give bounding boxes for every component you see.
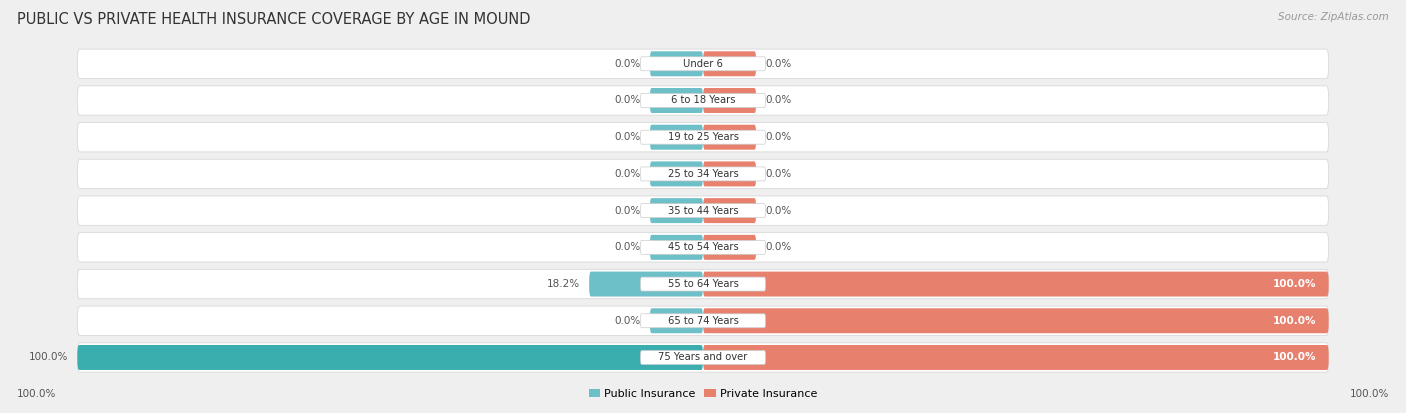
FancyBboxPatch shape (650, 51, 703, 76)
FancyBboxPatch shape (77, 345, 703, 370)
FancyBboxPatch shape (641, 240, 766, 254)
Text: PUBLIC VS PRIVATE HEALTH INSURANCE COVERAGE BY AGE IN MOUND: PUBLIC VS PRIVATE HEALTH INSURANCE COVER… (17, 12, 530, 27)
Text: 100.0%: 100.0% (1272, 316, 1316, 326)
FancyBboxPatch shape (703, 198, 756, 223)
FancyBboxPatch shape (77, 233, 1329, 262)
FancyBboxPatch shape (77, 196, 1329, 225)
FancyBboxPatch shape (650, 235, 703, 260)
Text: 100.0%: 100.0% (1272, 279, 1316, 289)
Text: 0.0%: 0.0% (766, 95, 792, 105)
Text: 0.0%: 0.0% (766, 206, 792, 216)
FancyBboxPatch shape (641, 130, 766, 144)
Text: 0.0%: 0.0% (766, 59, 792, 69)
Text: 0.0%: 0.0% (766, 242, 792, 252)
Text: 75 Years and over: 75 Years and over (658, 352, 748, 363)
FancyBboxPatch shape (650, 125, 703, 150)
Text: 18.2%: 18.2% (547, 279, 579, 289)
Text: 35 to 44 Years: 35 to 44 Years (668, 206, 738, 216)
FancyBboxPatch shape (641, 314, 766, 328)
FancyBboxPatch shape (77, 86, 1329, 115)
FancyBboxPatch shape (641, 204, 766, 218)
Text: 45 to 54 Years: 45 to 54 Years (668, 242, 738, 252)
FancyBboxPatch shape (650, 198, 703, 223)
Legend: Public Insurance, Private Insurance: Public Insurance, Private Insurance (583, 385, 823, 404)
Text: 55 to 64 Years: 55 to 64 Years (668, 279, 738, 289)
Text: 100.0%: 100.0% (1272, 352, 1316, 363)
FancyBboxPatch shape (77, 269, 1329, 299)
FancyBboxPatch shape (703, 88, 756, 113)
Text: 0.0%: 0.0% (766, 169, 792, 179)
Text: 19 to 25 Years: 19 to 25 Years (668, 132, 738, 142)
FancyBboxPatch shape (703, 272, 1329, 297)
FancyBboxPatch shape (650, 308, 703, 333)
Text: Under 6: Under 6 (683, 59, 723, 69)
FancyBboxPatch shape (641, 167, 766, 181)
FancyBboxPatch shape (703, 161, 756, 186)
Text: Source: ZipAtlas.com: Source: ZipAtlas.com (1278, 12, 1389, 22)
Text: 0.0%: 0.0% (614, 132, 641, 142)
FancyBboxPatch shape (650, 88, 703, 113)
FancyBboxPatch shape (703, 235, 756, 260)
FancyBboxPatch shape (703, 345, 1329, 370)
Text: 0.0%: 0.0% (614, 242, 641, 252)
Text: 0.0%: 0.0% (614, 169, 641, 179)
Text: 100.0%: 100.0% (1350, 389, 1389, 399)
FancyBboxPatch shape (589, 272, 703, 297)
FancyBboxPatch shape (641, 277, 766, 291)
FancyBboxPatch shape (77, 343, 1329, 372)
Text: 100.0%: 100.0% (17, 389, 56, 399)
FancyBboxPatch shape (641, 57, 766, 71)
Text: 0.0%: 0.0% (614, 59, 641, 69)
Text: 0.0%: 0.0% (614, 206, 641, 216)
FancyBboxPatch shape (641, 351, 766, 364)
FancyBboxPatch shape (650, 161, 703, 186)
Text: 0.0%: 0.0% (614, 316, 641, 326)
FancyBboxPatch shape (703, 51, 756, 76)
FancyBboxPatch shape (77, 159, 1329, 189)
Text: 25 to 34 Years: 25 to 34 Years (668, 169, 738, 179)
Text: 65 to 74 Years: 65 to 74 Years (668, 316, 738, 326)
Text: 0.0%: 0.0% (614, 95, 641, 105)
FancyBboxPatch shape (77, 49, 1329, 78)
FancyBboxPatch shape (703, 308, 1329, 333)
FancyBboxPatch shape (641, 93, 766, 107)
FancyBboxPatch shape (703, 125, 756, 150)
FancyBboxPatch shape (77, 306, 1329, 335)
FancyBboxPatch shape (77, 123, 1329, 152)
Text: 100.0%: 100.0% (28, 352, 67, 363)
Text: 6 to 18 Years: 6 to 18 Years (671, 95, 735, 105)
Text: 0.0%: 0.0% (766, 132, 792, 142)
